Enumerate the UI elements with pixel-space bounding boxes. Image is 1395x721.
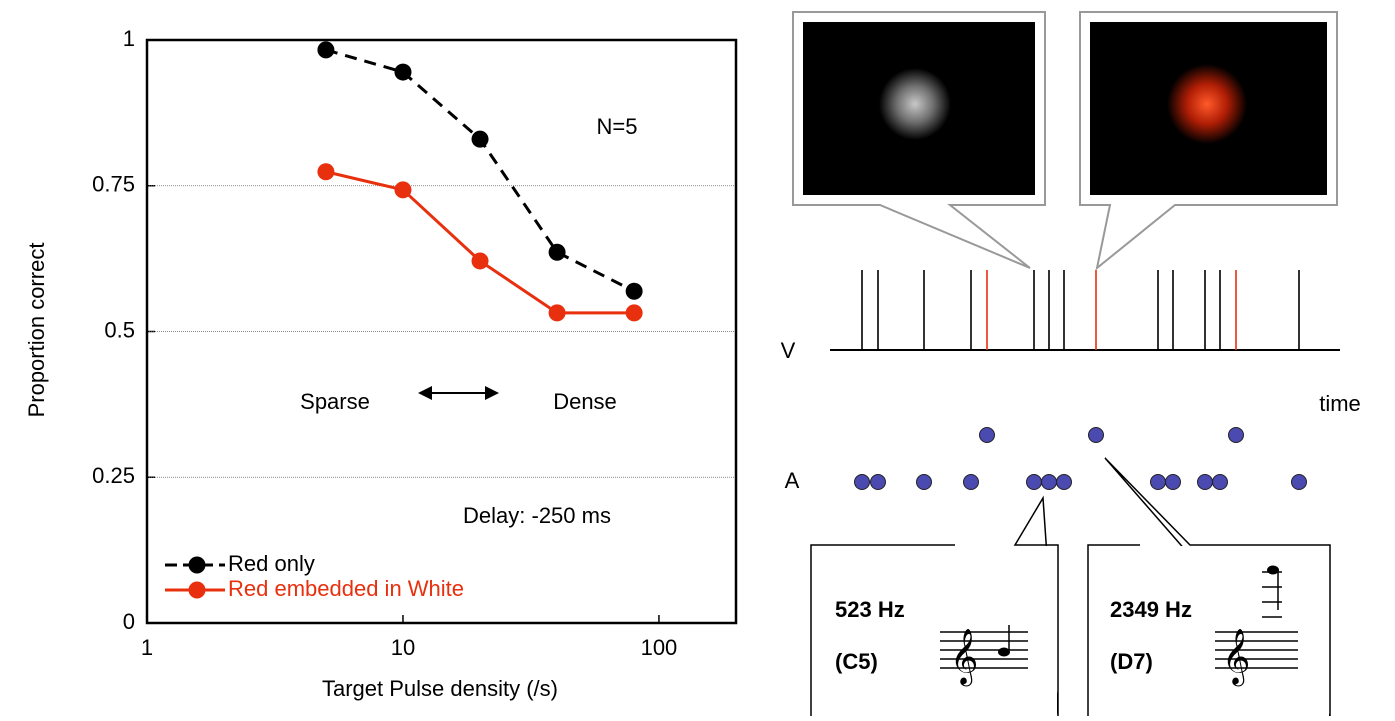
- spikes: [861, 270, 1300, 350]
- x-tick-label: 1: [141, 635, 153, 660]
- legend-marker: [188, 581, 206, 599]
- annotation: Sparse: [300, 389, 370, 414]
- a-label: A: [785, 468, 800, 493]
- annotation: Delay: -250 ms: [463, 503, 611, 528]
- tone-dot: [1197, 474, 1213, 490]
- arrow-head: [485, 386, 499, 400]
- tone-frequency: 523 Hz: [835, 597, 905, 622]
- marker: [394, 181, 412, 199]
- marker: [548, 243, 566, 261]
- tone-dot: [1212, 474, 1228, 490]
- y-tick-label: 0: [123, 609, 135, 634]
- tone-dot: [1041, 474, 1057, 490]
- legend-marker: [188, 556, 206, 574]
- tone-dot: [963, 474, 979, 490]
- marker: [625, 282, 643, 300]
- tone-dot: [870, 474, 886, 490]
- tone-frequency: 2349 Hz: [1110, 597, 1192, 622]
- x-tick-label: 100: [641, 635, 678, 660]
- staff: [940, 570, 1298, 669]
- marker: [471, 252, 489, 270]
- annotation: Dense: [553, 389, 617, 414]
- red-blob: [1167, 64, 1247, 144]
- y-axis-label: Proportion correct: [24, 243, 49, 418]
- note-head: [998, 647, 1010, 657]
- marker: [394, 63, 412, 81]
- annotation: N=5: [597, 114, 638, 139]
- marker: [548, 304, 566, 322]
- tone-dot: [979, 427, 995, 443]
- legend-label: Red only: [228, 551, 315, 576]
- note-head: [1267, 565, 1279, 575]
- x-tick-label: 10: [391, 635, 415, 660]
- white-blob: [879, 68, 951, 140]
- tone-dot: [1056, 474, 1072, 490]
- callout-body: [812, 546, 1057, 716]
- tone-dot: [1291, 474, 1307, 490]
- arrow-head: [418, 386, 432, 400]
- tone-note: (D7): [1110, 649, 1153, 674]
- y-tick-label: 1: [123, 26, 135, 51]
- tone-dot: [1228, 427, 1244, 443]
- tone-dot: [1165, 474, 1181, 490]
- marker: [625, 304, 643, 322]
- tone-dot: [1088, 427, 1104, 443]
- treble-clef: 𝄞: [1222, 630, 1250, 687]
- tone-dot: [916, 474, 932, 490]
- legend-label: Red embedded in White: [228, 576, 464, 601]
- y-tick-label: 0.25: [92, 463, 135, 488]
- marker: [317, 41, 335, 59]
- tones: [854, 427, 1307, 490]
- y-tick-label: 0.5: [104, 317, 135, 342]
- tone-dot: [1150, 474, 1166, 490]
- series-line: [325, 170, 635, 315]
- tone-note: (C5): [835, 649, 878, 674]
- marker: [317, 163, 335, 181]
- time-label: time: [1319, 391, 1361, 416]
- tone-dot: [1026, 474, 1042, 490]
- callout-body: [1089, 546, 1329, 716]
- x-axis-label: Target Pulse density (/s): [322, 676, 558, 701]
- plot-frame: [145, 38, 738, 625]
- treble-clef: 𝄞: [950, 630, 978, 687]
- marker: [471, 130, 489, 148]
- tone-dot: [854, 474, 870, 490]
- y-tick-label: 0.75: [92, 172, 135, 197]
- v-label: V: [781, 338, 796, 363]
